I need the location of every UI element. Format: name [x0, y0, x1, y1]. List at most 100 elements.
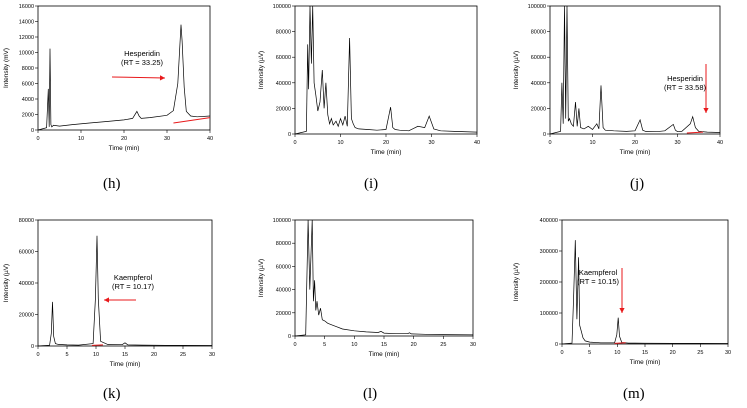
y-tick-label: 20000: [276, 311, 291, 317]
integration-baseline: [614, 342, 626, 344]
chromatogram-panel-l: 0 5 10 15 20 25 30 0 20000 40000 60000 80000 100000 T…: [255, 218, 485, 366]
peak-annotation-name: Hesperidin: [667, 74, 703, 83]
x-tick-label: 30: [725, 350, 731, 356]
x-tick-label: 20: [151, 352, 157, 358]
x-tick-label: 30: [164, 136, 170, 142]
y-tick-label: 100000: [540, 311, 558, 317]
y-tick-label: 0: [543, 132, 546, 138]
x-tick-label: 10: [93, 352, 99, 358]
annotation-arrow-head: [159, 75, 165, 81]
y-tick-label: 20000: [19, 313, 34, 319]
chromatogram-trace: [37, 235, 213, 347]
x-tick-label: 15: [381, 342, 387, 348]
panel-label-m: (m): [623, 386, 645, 402]
chromatogram-trace: [294, 5, 478, 135]
x-axis-label: Time (min): [369, 351, 400, 358]
chart-i: 0 10 20 30 40 0 20000 40000 60000 80000 100000 Time…: [258, 4, 480, 156]
x-tick-label: 15: [642, 350, 648, 356]
x-tick-label: 30: [470, 342, 476, 348]
y-axis-label: Intensity (µV): [258, 51, 265, 89]
peak-annotation-name: Kaempferol: [579, 268, 618, 277]
x-axis-label: Time (min): [109, 145, 140, 152]
x-tick-label: 20: [411, 342, 417, 348]
y-tick-label: 12000: [19, 35, 34, 41]
y-tick-label: 80000: [276, 241, 291, 247]
peak-annotation-name: Hesperidin: [124, 49, 160, 58]
x-tick-label: 40: [207, 136, 213, 142]
y-axis-label: Intensity (µV): [258, 259, 265, 297]
y-tick-label: 2000: [22, 113, 34, 119]
peak-annotation-rt: (RT = 10.17): [112, 282, 155, 291]
y-tick-label: 0: [555, 342, 558, 348]
x-tick-label: 20: [632, 140, 638, 146]
y-tick-label: 80000: [276, 30, 291, 36]
annotation-arrow-head: [104, 297, 109, 303]
x-tick-label: 0: [548, 140, 551, 146]
x-tick-label: 30: [209, 352, 215, 358]
y-tick-label: 6000: [22, 82, 34, 88]
y-tick-label: 16000: [19, 4, 34, 10]
annotation-arrow-head: [703, 108, 709, 113]
y-tick-label: 60000: [276, 264, 291, 270]
chromatogram-trace: [37, 24, 211, 131]
x-tick-label: 0: [293, 140, 296, 146]
y-tick-label: 100000: [528, 4, 546, 10]
chromatogram-trace: [549, 5, 721, 135]
y-tick-label: 14000: [19, 20, 34, 26]
x-tick-label: 5: [588, 350, 591, 356]
y-tick-label: 40000: [531, 81, 546, 87]
x-axis-label: Time (min): [630, 359, 661, 366]
y-tick-label: 0: [31, 344, 34, 350]
y-tick-label: 80000: [531, 30, 546, 36]
chart-k: 0 5 10 15 20 25 30 0 20000 40000 60000 80000 Time (m…: [3, 218, 215, 368]
x-tick-label: 10: [351, 342, 357, 348]
y-tick-label: 0: [288, 334, 291, 340]
panel-label-h: (h): [103, 176, 121, 192]
x-tick-label: 30: [674, 140, 680, 146]
y-axis-label: Intensity (µV): [513, 263, 520, 301]
x-tick-label: 25: [440, 342, 446, 348]
chromatogram-panel-i: 0 10 20 30 40 0 20000 40000 60000 80000 100000 Time…: [255, 4, 485, 156]
chromatogram-panel-h: 0 10 20 30 40 0 2000 4000 6000 8000 10000 12000 1400…: [0, 4, 225, 154]
y-tick-label: 60000: [276, 55, 291, 61]
chart-j: 0 10 20 30 40 0 20000 40000 60000 80000 100000 Time…: [513, 4, 723, 156]
panel-label-l: (l): [363, 386, 378, 402]
panel-label-j: (j): [630, 176, 645, 192]
x-tick-label: 0: [36, 136, 39, 142]
x-tick-label: 0: [293, 342, 296, 348]
plot-frame: [37, 5, 211, 131]
y-tick-label: 400000: [540, 218, 558, 224]
integration-baseline: [173, 117, 211, 124]
annotation-arrow-head: [619, 308, 625, 313]
x-tick-label: 40: [474, 140, 480, 146]
x-axis-label: Time (min): [110, 361, 141, 368]
x-tick-label: 20: [670, 350, 676, 356]
x-tick-label: 10: [337, 140, 343, 146]
chart-m: 0 5 10 15 20 25 30 0 100000 200000 300000 400000 Tim…: [513, 218, 731, 366]
y-tick-label: 80000: [19, 218, 34, 224]
y-tick-label: 20000: [276, 106, 291, 112]
x-axis-label: Time (min): [620, 149, 651, 156]
x-tick-label: 40: [717, 140, 723, 146]
y-tick-label: 60000: [531, 55, 546, 61]
plot-frame: [549, 5, 721, 135]
x-tick-label: 30: [428, 140, 434, 146]
y-tick-label: 300000: [540, 249, 558, 255]
chromatogram-panel-k: 0 5 10 15 20 25 30 0 20000 40000 60000 80000 Time (m…: [0, 218, 225, 368]
x-tick-label: 5: [65, 352, 68, 358]
x-tick-label: 25: [697, 350, 703, 356]
panel-label-k: (k): [103, 386, 121, 402]
y-tick-label: 8000: [22, 66, 34, 72]
x-tick-label: 20: [121, 136, 127, 142]
chart-h: 0 10 20 30 40 0 2000 4000 6000 8000 10000 12000 1400…: [3, 4, 213, 152]
peak-annotation-rt: (RT = 10.15): [577, 277, 620, 286]
y-tick-label: 40000: [276, 288, 291, 294]
y-tick-label: 60000: [19, 250, 34, 256]
y-tick-label: 100000: [273, 218, 291, 224]
annotation-arrow-line: [111, 76, 166, 79]
peak-annotation-name: Kaempferol: [114, 273, 153, 282]
y-tick-label: 4000: [22, 97, 34, 103]
y-axis-label: Intensity (mV): [3, 48, 10, 88]
y-tick-label: 0: [31, 128, 34, 134]
y-axis-label: Intensity (µV): [3, 264, 10, 302]
